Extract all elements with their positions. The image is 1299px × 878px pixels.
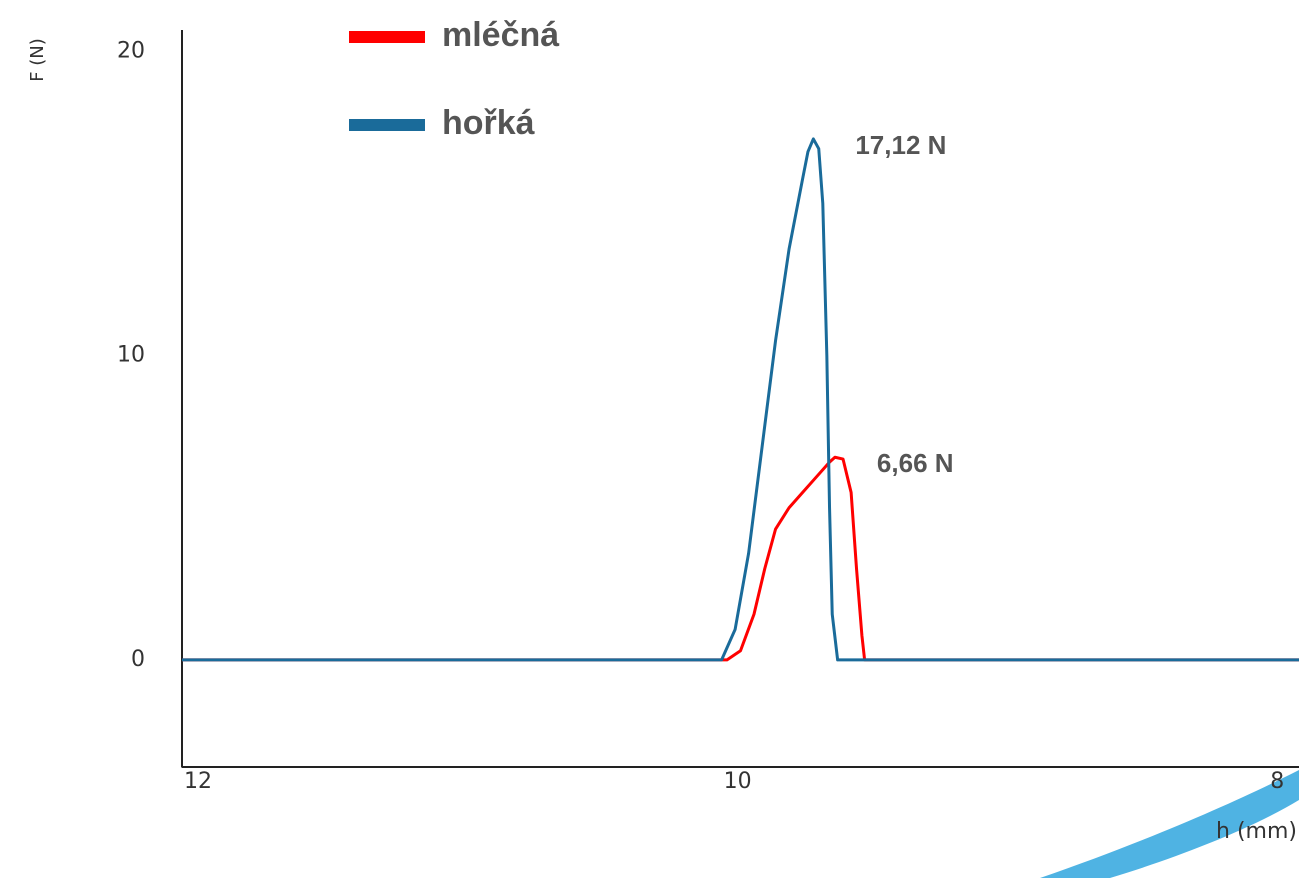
legend-swatch: [349, 31, 425, 43]
data-line: [182, 455, 1299, 662]
legend-label: hořká: [442, 104, 535, 142]
decoration-swoosh: [1040, 770, 1299, 878]
y-axis-label: F (N): [27, 38, 48, 82]
y-tick-label: 0: [131, 647, 145, 672]
y-tick-label: 20: [117, 38, 145, 63]
data-line: [182, 137, 1299, 662]
x-tick-label: 8: [1270, 769, 1284, 794]
x-tick-label: 10: [724, 769, 752, 794]
legend-swatch: [349, 119, 425, 131]
x-tick-label: 12: [184, 769, 212, 794]
peak-label: 17,12 N: [855, 130, 946, 160]
legend-label: mléčná: [442, 16, 559, 54]
y-tick-label: 10: [117, 343, 145, 368]
peak-label: 6,66 N: [877, 448, 954, 478]
x-axis-label: h (mm): [1216, 819, 1297, 844]
